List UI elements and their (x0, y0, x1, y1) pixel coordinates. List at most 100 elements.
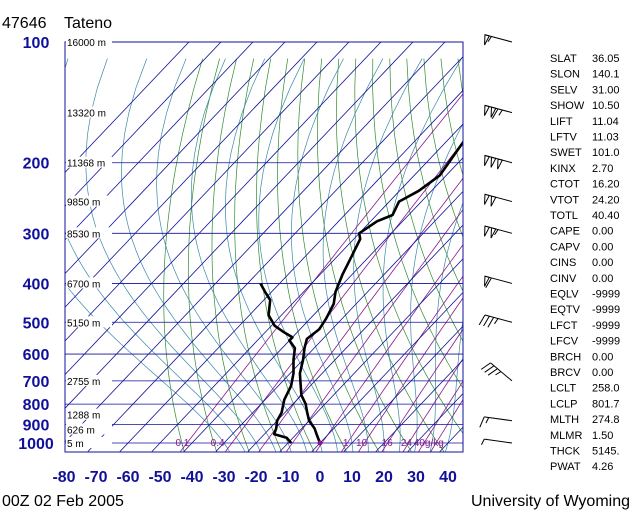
mixing-ratio-line (180, 93, 463, 452)
barb-full (483, 315, 490, 327)
mixing-ratio-label: 0.1 (175, 438, 189, 449)
temperature-tick-label: -60 (116, 469, 139, 486)
isotherm (65, 42, 222, 207)
mixing-ratio-label: 40g/kg (414, 438, 444, 449)
isotherm (87, 56, 463, 452)
temperature-tick-label: 0 (316, 469, 325, 486)
index-key: CINV (550, 273, 577, 285)
dry-adiabat (423, 58, 463, 238)
index-value: 0.00 (592, 367, 613, 379)
barb-flag (490, 227, 497, 239)
isotherm (151, 123, 463, 452)
dry-adiabat (277, 58, 347, 452)
wind-barb (484, 34, 513, 46)
temperature-tick-label: -40 (180, 469, 203, 486)
index-value: 0.00 (592, 257, 613, 269)
barb-flag (497, 158, 504, 170)
pressure-tick-label: 200 (23, 156, 50, 173)
index-key: EQLV (550, 289, 579, 301)
index-key: BRCV (550, 367, 581, 379)
temperature-tick-label: -20 (244, 469, 267, 486)
height-label: 5150 m (67, 318, 100, 329)
wind-barb (484, 225, 513, 239)
index-key: BRCH (550, 351, 581, 363)
barb-flag (484, 193, 491, 205)
dry-adiabat (317, 58, 412, 452)
height-label: 8530 m (67, 229, 100, 240)
index-value: 258.0 (592, 383, 620, 395)
barb-full (478, 314, 486, 326)
index-key: SELV (550, 84, 578, 96)
temperature-tick-label: -70 (84, 469, 107, 486)
moist-adiabat (410, 122, 463, 452)
index-key: LCLP (550, 398, 578, 410)
mixing-ratio-line (258, 177, 463, 452)
height-label: 11368 m (67, 159, 105, 170)
index-value: 2.70 (592, 163, 613, 175)
height-label-bg (66, 277, 112, 289)
isotherm (65, 42, 286, 275)
dry-adiabat (297, 58, 380, 452)
barb-flag (484, 34, 491, 46)
index-value: 274.8 (592, 414, 620, 426)
mixing-ratio-line (315, 243, 463, 452)
height-label-bg (66, 106, 112, 118)
height-label: 9850 m (67, 198, 100, 209)
isotherm (65, 42, 190, 174)
mixing-ratio-labels: 0.1 0.4 1 10 16 24 40g/kg (175, 438, 443, 449)
mixing-ratio-label: 10 (356, 438, 368, 449)
height-label-bg (66, 227, 112, 239)
barb-flag (490, 106, 497, 118)
dry-adiabat (256, 58, 315, 452)
index-value: 11.04 (592, 116, 619, 128)
index-key: LFCV (550, 336, 579, 348)
station-id: 47646 (2, 15, 47, 32)
index-key: MLTH (550, 414, 579, 426)
index-value: 40.40 (592, 210, 620, 222)
plot-area (64, 41, 464, 453)
moist-adiabat (190, 58, 307, 452)
barb-full (484, 365, 495, 373)
mixing-ratio-label: 16 (382, 438, 394, 449)
barb-half (494, 229, 499, 236)
barb-full (485, 277, 492, 289)
moist-adiabat (258, 58, 338, 452)
footer-time: 00Z 02 Feb 2005 (2, 493, 124, 510)
moist-adiabat (322, 58, 384, 452)
temperature-tick-label: 30 (407, 469, 425, 486)
barb-flag (484, 225, 491, 237)
index-key: CINS (550, 257, 576, 269)
isotherm (311, 291, 463, 452)
indices-table: SLAT 36.05 SLON 140.1 SELV 31.00 SHOW 10.50 LIFT… (550, 53, 620, 473)
wind-barb (479, 416, 513, 428)
isotherm (65, 42, 382, 376)
barb-half (495, 371, 502, 376)
dry-adiabat (234, 58, 282, 452)
pressure-tick-label: 700 (23, 374, 50, 391)
barb-flag (484, 154, 491, 166)
dry-adiabat (336, 58, 445, 452)
height-label-bg (66, 423, 112, 435)
temperature-tick-label: -10 (276, 469, 299, 486)
pressure-tick-label: 500 (23, 315, 50, 332)
height-label: 2755 m (67, 377, 100, 388)
isotherm (215, 190, 463, 452)
barb-half (487, 36, 492, 43)
index-key: MLMR (550, 430, 582, 442)
mixing-ratio-line (402, 357, 463, 452)
height-label-bg (66, 374, 112, 386)
index-value: -9999 (592, 320, 620, 332)
barb-full (479, 416, 485, 428)
index-key: VTOT (550, 194, 579, 206)
wind-barb (480, 362, 513, 382)
height-label: 1288 m (67, 411, 100, 422)
index-key: LFTV (550, 132, 578, 144)
mixing-ratio-line (358, 297, 463, 452)
barb-staff (484, 416, 513, 422)
barb-flag (484, 104, 491, 116)
height-labels: 16000 m 13320 m 11368 m 9850 m 8530 m 6700 m 5… (66, 36, 112, 450)
isotherm (65, 42, 318, 308)
barb-flag (490, 156, 497, 168)
index-key: CTOT (550, 179, 580, 191)
